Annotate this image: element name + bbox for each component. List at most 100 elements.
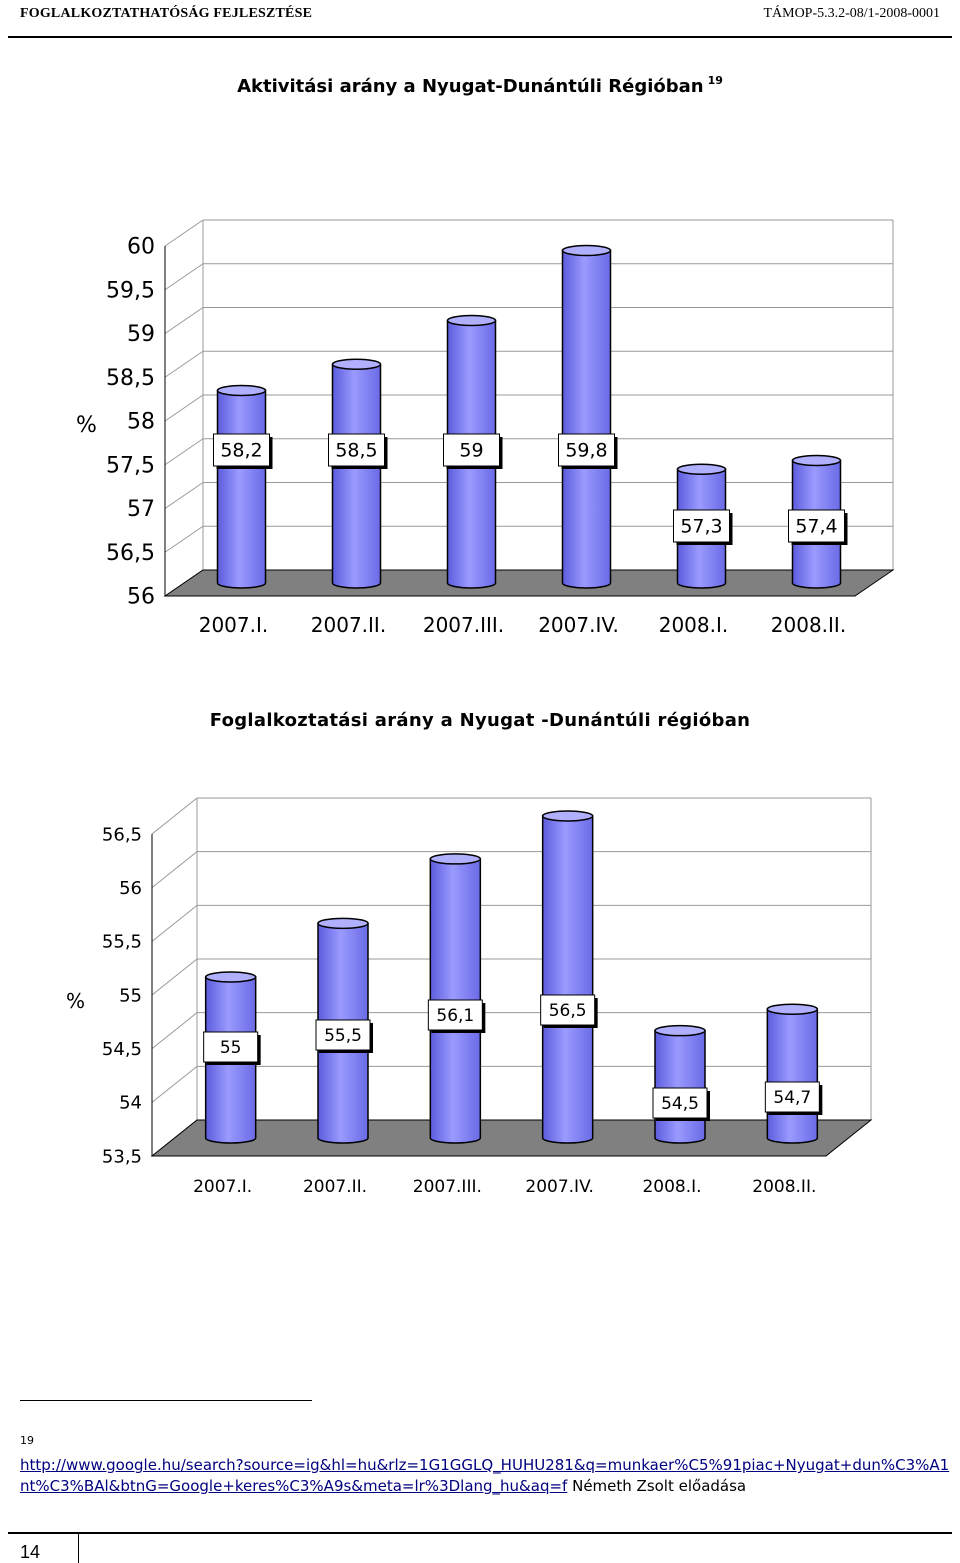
footnote-link[interactable]: http://www.google.hu/search?source=ig&hl… [20,1456,950,1495]
y-tick-label: 55,5 [102,932,142,953]
x-tick-label: 2008.II. [771,613,846,637]
gridline-side [151,851,198,889]
y-tick-label: 56 [119,878,142,899]
data-label-box [328,433,385,467]
header-right-text: TÁMOP-5.3.2-08/1-2008-0001 [763,6,940,21]
bar-top [429,853,482,865]
bar-top [216,384,267,397]
data-label: 57,3 [680,515,722,537]
data-label: 54,7 [773,1088,811,1108]
chart-floor [150,1119,873,1157]
data-label-box [427,999,483,1031]
gridline-side [164,307,204,334]
y-tick-label: 55 [119,985,142,1006]
bar-top [791,454,842,467]
bar-top [331,358,382,370]
y-tick-label: 54 [119,1093,142,1114]
data-label-box [788,509,845,543]
data-label: 56,5 [549,1001,587,1021]
bar [541,815,594,1144]
data-label: 57,4 [795,515,837,537]
footer-rule [8,1532,952,1534]
y-tick-label: 60 [127,235,155,260]
data-label-box [673,509,730,543]
data-label-box [558,433,615,467]
x-tick-label: 2008.II. [752,1177,816,1197]
chart1-activity-rate: 56 56,5 57 57,5 58 58,5 59 59,5 60% 58,2 2007.I. 58… [76,219,895,637]
y-axis-label: % [76,413,97,438]
footnote-trailing-text: Németh Zsolt előadása [567,1477,747,1495]
gridline-side [164,482,204,509]
y-tick-label: 56,5 [102,824,142,845]
chart1-title: Aktivitási arány a Nyugat-Dunántúli Régi… [0,74,960,97]
footer-divider [78,1532,79,1563]
y-tick-label: 58,5 [106,366,155,391]
header-left-text: Foglalkoztathatóság fejlesztése [20,6,313,21]
y-tick-label: 53,5 [102,1146,142,1167]
data-label: 59 [459,439,483,461]
y-axis-label: % [66,989,85,1013]
footnote-number: 19 [20,1434,34,1447]
y-tick-label: 56 [127,585,155,610]
data-label: 55,5 [324,1026,362,1046]
chart-floor [163,569,895,597]
gridline-side [151,1065,198,1103]
bar-top [676,463,727,475]
y-tick-label: 59 [127,322,155,347]
data-label-box [764,1081,820,1113]
x-tick-label: 2007.III. [423,613,504,637]
data-label: 55 [220,1038,242,1058]
data-label: 54,5 [661,1094,699,1114]
chart1-title-footnote-ref: 19 [707,74,723,87]
gridline-side [164,219,204,247]
bar [216,389,267,589]
x-tick-label: 2007.I. [199,613,269,637]
footnote-text: http://www.google.hu/search?source=ig&hl… [20,1455,950,1497]
x-tick-label: 2007.IV. [525,1177,594,1197]
gridline-side [151,1012,198,1050]
bar [561,249,612,589]
chart2-title: Foglalkoztatási arány a Nyugat -Dunántúl… [209,710,751,731]
x-tick-label: 2008.I. [642,1177,701,1197]
gridline-side [164,394,204,422]
chart2-employment-rate: 53,5 54 54,5 55 55,5 56 56,5% 55 2007.I. 55,5 2007… [66,797,873,1197]
data-label: 56,1 [436,1006,474,1026]
bar-top [317,917,369,930]
x-tick-label: 2007.IV. [538,613,619,637]
bar-top [446,314,497,327]
gridline-side [164,263,204,291]
x-tick-label: 2007.II. [311,613,386,637]
gridline-side [164,438,204,466]
bar [331,363,382,589]
bar-top [654,1024,706,1037]
x-tick-label: 2007.II. [303,1177,367,1197]
data-label: 59,8 [565,439,607,461]
page-number: 14 [20,1542,41,1562]
y-tick-label: 58 [127,410,155,435]
gridline-side [164,525,204,553]
page-header: Foglalkoztathatóság fejlesztése TÁMOP-5.… [0,2,960,38]
data-label-box [652,1087,708,1119]
footnote-rule [20,1400,312,1401]
bar [654,1029,706,1144]
gridline-side [151,797,198,835]
gridline-side [151,958,198,996]
data-label-box [443,433,500,467]
x-tick-label: 2008.I. [659,613,729,637]
data-label-box [213,433,270,467]
header-rule [8,36,952,38]
bar-top [204,971,257,983]
data-label-box [540,994,596,1026]
y-tick-label: 59,5 [106,278,155,303]
x-tick-label: 2007.I. [193,1177,252,1197]
bar-top [766,1003,819,1015]
bar-top [541,810,594,822]
y-tick-label: 56,5 [106,541,155,566]
chart1-title-text: Aktivitási arány a Nyugat-Dunántúli Régi… [237,76,704,97]
data-label: 58,2 [220,439,262,461]
y-tick-label: 54,5 [102,1039,142,1060]
y-tick-label: 57,5 [106,453,155,478]
data-label-box [203,1031,259,1063]
gridline-side [164,350,204,378]
gridline-side [151,904,198,942]
